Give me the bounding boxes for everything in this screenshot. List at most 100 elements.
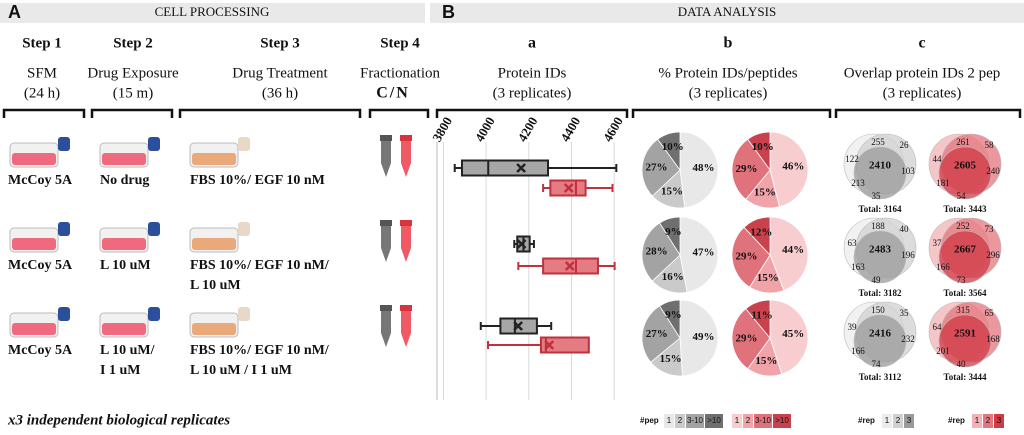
condition: I 1 uM — [100, 363, 140, 378]
venn-count: 58 — [985, 140, 995, 150]
condition: FBS 10%/ EGF 10 nM/ — [190, 258, 330, 273]
column-title: Overlap protein IDs 2 pep — [844, 65, 1001, 81]
venn-count: 64 — [933, 322, 943, 332]
legend-title: #rep — [948, 416, 965, 425]
venn-count: 240 — [986, 166, 1000, 176]
pie-slice — [679, 131, 719, 209]
mean — [516, 239, 527, 249]
slice-label: 9% — [665, 226, 682, 238]
venn-circle — [938, 146, 992, 200]
tube — [381, 141, 391, 177]
venn-count: 166 — [936, 262, 950, 272]
panel-title: DATA ANALYSIS — [678, 4, 776, 19]
flask-cap — [148, 307, 160, 321]
footer: x3 independent biological replicates — [7, 412, 230, 428]
pie-slice — [769, 216, 809, 291]
fraction-label: / — [389, 85, 395, 102]
slice-label: 45% — [782, 328, 804, 340]
pie-slice — [769, 131, 809, 208]
flask-liquid — [192, 153, 236, 165]
tube-cap — [400, 220, 412, 226]
legend-label: 2 — [896, 416, 901, 425]
step-desc: Fractionation — [360, 65, 440, 81]
venn-count: 103 — [901, 166, 915, 176]
step-name: Step 1 — [22, 35, 62, 51]
flask-cap — [148, 137, 160, 151]
pie-slice — [731, 226, 771, 288]
box — [460, 159, 550, 177]
column-letter: c — [918, 35, 925, 52]
slice-label: 15% — [754, 187, 776, 199]
bracket — [90, 108, 174, 118]
venn-count: 261 — [956, 137, 970, 147]
step-desc: Drug Exposure — [87, 65, 179, 81]
venn-count: 255 — [871, 137, 885, 147]
panel-label: B — [442, 2, 455, 22]
bracket — [834, 108, 1022, 118]
venn-count: 35 — [900, 308, 910, 318]
mean — [563, 183, 574, 193]
column-title: (3 replicates) — [883, 85, 962, 101]
flask-cap — [148, 222, 160, 236]
tube-cap — [380, 220, 392, 226]
mean — [513, 321, 524, 331]
venn-circle — [938, 230, 992, 284]
venn-total: Total: 3443 — [944, 204, 987, 214]
mean — [564, 261, 575, 271]
step-desc: (15 m) — [113, 85, 153, 101]
venn-count: 252 — [956, 221, 970, 231]
pie-slice — [679, 216, 719, 293]
venn-total: Total: 3112 — [859, 372, 902, 382]
legend-label: 1 — [735, 416, 740, 425]
tube — [381, 226, 391, 262]
flask-liquid — [12, 153, 56, 165]
x-tick-label: 4400 — [557, 114, 583, 144]
venn-count: 166 — [851, 346, 865, 356]
legend-label: 1 — [667, 416, 672, 425]
venn-count: 163 — [851, 262, 865, 272]
x-tick-label: 4200 — [514, 114, 540, 144]
pie-slice — [745, 299, 771, 340]
column-letter: a — [528, 35, 536, 52]
legend-swatch — [705, 414, 723, 428]
header-band — [0, 3, 425, 23]
legend-swatch — [675, 414, 685, 428]
tube-cap — [400, 305, 412, 311]
pie-slice — [731, 308, 771, 370]
venn-count: 49 — [872, 275, 882, 285]
venn-count: 54 — [957, 191, 967, 201]
slice-label: 15% — [757, 272, 779, 284]
tube — [381, 311, 391, 347]
bracket — [631, 108, 832, 118]
venn-count: 39 — [848, 322, 858, 332]
mean — [544, 340, 555, 350]
venn-count: 65 — [985, 308, 995, 318]
slice-label: 27% — [646, 328, 668, 340]
venn-count: 2416 — [869, 328, 892, 340]
slice-label: 12% — [750, 227, 772, 239]
legend-label: 2 — [986, 416, 991, 425]
legend-swatch — [904, 414, 914, 428]
pie-slice — [659, 299, 681, 340]
venn-count: 196 — [901, 250, 915, 260]
legend-swatch — [983, 414, 993, 428]
panel-label: A — [8, 2, 21, 22]
flask-liquid — [192, 323, 236, 335]
slice-label: 11% — [751, 309, 772, 321]
venn-count: 201 — [936, 346, 950, 356]
slice-label: 10% — [752, 141, 774, 153]
legend-label: 3-10 — [755, 416, 772, 425]
pie-slice — [641, 305, 681, 363]
venn-total: Total: 3564 — [944, 288, 987, 298]
venn-total: Total: 3164 — [859, 204, 902, 214]
slice-label: 15% — [660, 353, 682, 365]
venn-count: 150 — [871, 305, 885, 315]
venn-count: 37 — [933, 238, 943, 248]
slice-label: 29% — [735, 163, 757, 175]
slice-label: 9% — [665, 309, 682, 321]
legend-label: 3 — [997, 416, 1002, 425]
x-tick-label: 4000 — [472, 114, 498, 144]
slice-label: 27% — [646, 161, 668, 173]
step-name: Step 4 — [380, 35, 420, 51]
condition: L 10 uM/ — [100, 343, 156, 358]
